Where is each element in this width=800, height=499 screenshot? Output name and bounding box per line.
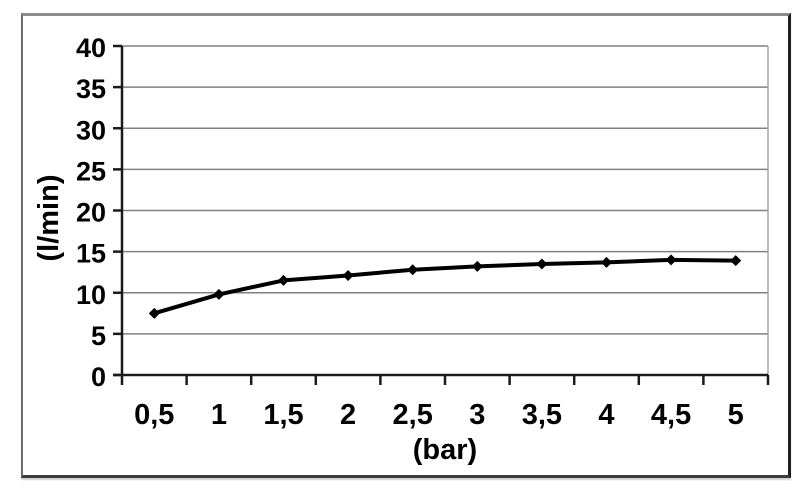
data-point-marker-2,5 xyxy=(407,264,419,276)
x-tick-label-3,5: 3,5 xyxy=(522,399,562,431)
data-point-marker-1,5 xyxy=(278,274,289,286)
data-point-marker-4 xyxy=(601,256,612,268)
y-tick-label-10: 10 xyxy=(76,280,106,310)
x-tick-label-0,5: 0,5 xyxy=(134,399,174,431)
y-tick-label-35: 35 xyxy=(76,74,106,104)
x-axis-title: (bar) xyxy=(413,434,477,466)
axes xyxy=(113,44,770,385)
x-tick-label-3: 3 xyxy=(469,399,485,431)
y-tick-label-0: 0 xyxy=(91,362,106,392)
data-point-marker-3,5 xyxy=(536,258,548,270)
x-tick-label-5: 5 xyxy=(728,399,744,431)
data-point-marker-0,5 xyxy=(148,307,160,319)
chart-frame xyxy=(21,13,791,478)
tick-labels: 0 5 10 15 20 25 30 35 40 0,5 1 1,5 2 2,5 3 3,5 4 4,5 5 xyxy=(76,33,744,431)
y-tick-label-15: 15 xyxy=(76,239,106,269)
y-axis-title: (l/min) xyxy=(33,175,65,262)
data-point-marker-4,5 xyxy=(665,254,677,266)
x-tick-label-1,5: 1,5 xyxy=(263,399,303,431)
gridlines xyxy=(122,45,769,375)
y-tick-label-30: 30 xyxy=(76,115,106,145)
x-tick-label-4: 4 xyxy=(598,399,614,431)
series-flow-rate xyxy=(148,254,742,319)
x-tick-label-4,5: 4,5 xyxy=(651,399,691,431)
series-line xyxy=(152,257,738,316)
data-point-marker-1 xyxy=(213,288,225,300)
x-tick-label-2: 2 xyxy=(340,399,356,431)
x-tick-label-1: 1 xyxy=(211,399,227,431)
y-tick-label-25: 25 xyxy=(76,156,106,186)
y-tick-label-40: 40 xyxy=(76,33,106,63)
y-tick-label-5: 5 xyxy=(91,321,106,351)
x-tick-label-2,5: 2,5 xyxy=(393,399,433,431)
data-point-marker-5 xyxy=(730,255,742,267)
data-point-marker-3 xyxy=(471,260,483,272)
y-tick-label-20: 20 xyxy=(76,198,106,228)
data-point-marker-2 xyxy=(342,269,354,281)
